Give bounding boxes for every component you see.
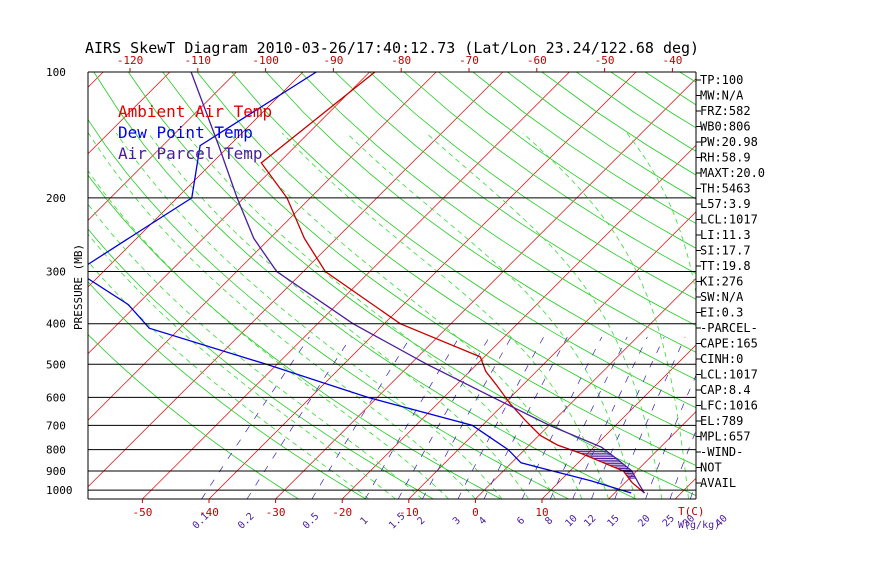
mixing-ratio-line [550,337,627,499]
stability-index: MAXT:20.0 [700,166,765,180]
dry-adiabat-line [783,72,870,499]
dry-adiabat-line [404,72,870,499]
stability-index: LFC:1016 [700,399,758,413]
stability-index: -WIND- [700,445,743,459]
stability-index: CINH:0 [700,352,743,366]
pressure-tick-label: 600 [46,391,66,404]
pressure-tick-label: 1000 [46,484,73,497]
bottom-temp-tick-label: 0 [472,506,479,519]
stability-index: PW:20.98 [700,135,758,149]
mixing-ratio-tick-label: 10 [563,513,579,529]
dry-adiabat-line [335,72,870,499]
stability-index: MW:N/A [700,89,744,103]
mixing-ratio-tick-label: 8 [543,515,555,527]
dry-adiabat-line [266,72,870,499]
dry-adiabat-line [439,72,870,499]
mixing-ratio-tick-label: 20 [636,513,652,529]
stability-index: AVAIL [700,476,736,490]
stability-index: TH:5463 [700,182,751,196]
legend-air-parcel-temp: Air Parcel Temp [118,144,263,163]
moist-adiabat-line [116,133,502,499]
chart-title: AIRS SkewT Diagram 2010-03-26/17:40:12.7… [85,39,699,57]
bottom-temp-tick-label: -50 [132,506,152,519]
stability-index: EI:0.3 [700,306,743,320]
dry-adiabat-line [852,72,870,499]
dry-adiabat-line [301,72,870,499]
stability-index: CAP:8.4 [700,383,751,397]
stability-index: L57:3.9 [700,197,751,211]
mixing-ratio-tick-label: 12 [582,513,598,529]
mixing-ratio-tick-label: 2 [416,515,428,527]
pressure-tick-label: 200 [46,192,66,205]
mixing-ratio-tick-label: 6 [515,515,527,527]
mixing-ratio-tick-label: 15 [605,513,621,529]
stability-index: NOT [700,461,722,475]
mixing-ratio-tick-label: 25 [661,513,677,529]
mixing-ratio-tick-label: 4 [477,515,489,527]
mixing-ratio-line [615,337,686,499]
stability-index: FRZ:582 [700,104,751,118]
stability-index: EL:789 [700,414,743,428]
pressure-tick-label: 700 [46,419,66,432]
pressure-tick-label: 400 [46,318,66,331]
mixing-ratio-line [247,337,351,499]
mixing-ratio-tick-label: 1 [358,515,370,527]
pressure-tick-label: 900 [46,465,66,478]
mixing-ratio-line [458,337,544,499]
stability-index: SW:N/A [700,290,744,304]
x-axis-title: T(C) [678,505,705,518]
dry-adiabat-line [818,72,870,499]
legend-dew-point-temp: Dew Point Temp [118,123,253,142]
legend-ambient-air-temp: Ambient Air Temp [118,102,272,121]
isotherm-line [742,72,870,499]
mixing-ratio-tick-label: 3 [451,515,463,527]
stability-index: LCL:1017 [700,368,758,382]
stability-index: TT:19.8 [700,259,751,273]
y-axis-title: PRESSURE (MB) [72,244,85,330]
pressure-tick-label: 800 [46,444,66,457]
stability-index: LCL:1017 [700,213,758,227]
stability-index: WB0:806 [700,120,751,134]
pressure-tick-label: 300 [46,266,66,279]
mixing-ratio-line [573,337,648,499]
stability-index: LI:11.3 [700,228,751,242]
mixing-ratio-axis-title: W(g/kg) [678,520,720,531]
dry-adiabat-line [163,72,771,499]
isotherm-line [276,72,703,499]
bottom-temp-tick-label: -20 [332,506,352,519]
stability-index: KI:276 [700,275,743,289]
mixing-ratio-tick-label: 0.2 [236,511,257,532]
pressure-tick-label: 100 [46,66,66,79]
isotherm-line [808,72,870,499]
moist-adiabat-line [229,133,582,499]
stability-index: TP:100 [700,73,743,87]
bottom-temp-tick-label: -30 [266,506,286,519]
stability-index: MPL:657 [700,430,751,444]
stability-index: -PARCEL- [700,321,758,335]
isotherm-line [0,72,37,499]
mixing-ratio-tick-label: 0.5 [301,511,322,532]
stability-index: SI:17.7 [700,244,751,258]
moist-adiabat-line [282,133,608,499]
pressure-tick-label: 500 [46,358,66,371]
stability-index: RH:58.9 [700,151,751,165]
dry-adiabat-line [370,72,870,499]
dry-adiabat-line [749,72,870,499]
legend: Ambient Air Temp Dew Point Temp Air Parc… [118,102,272,163]
stability-index: CAPE:165 [700,337,758,351]
